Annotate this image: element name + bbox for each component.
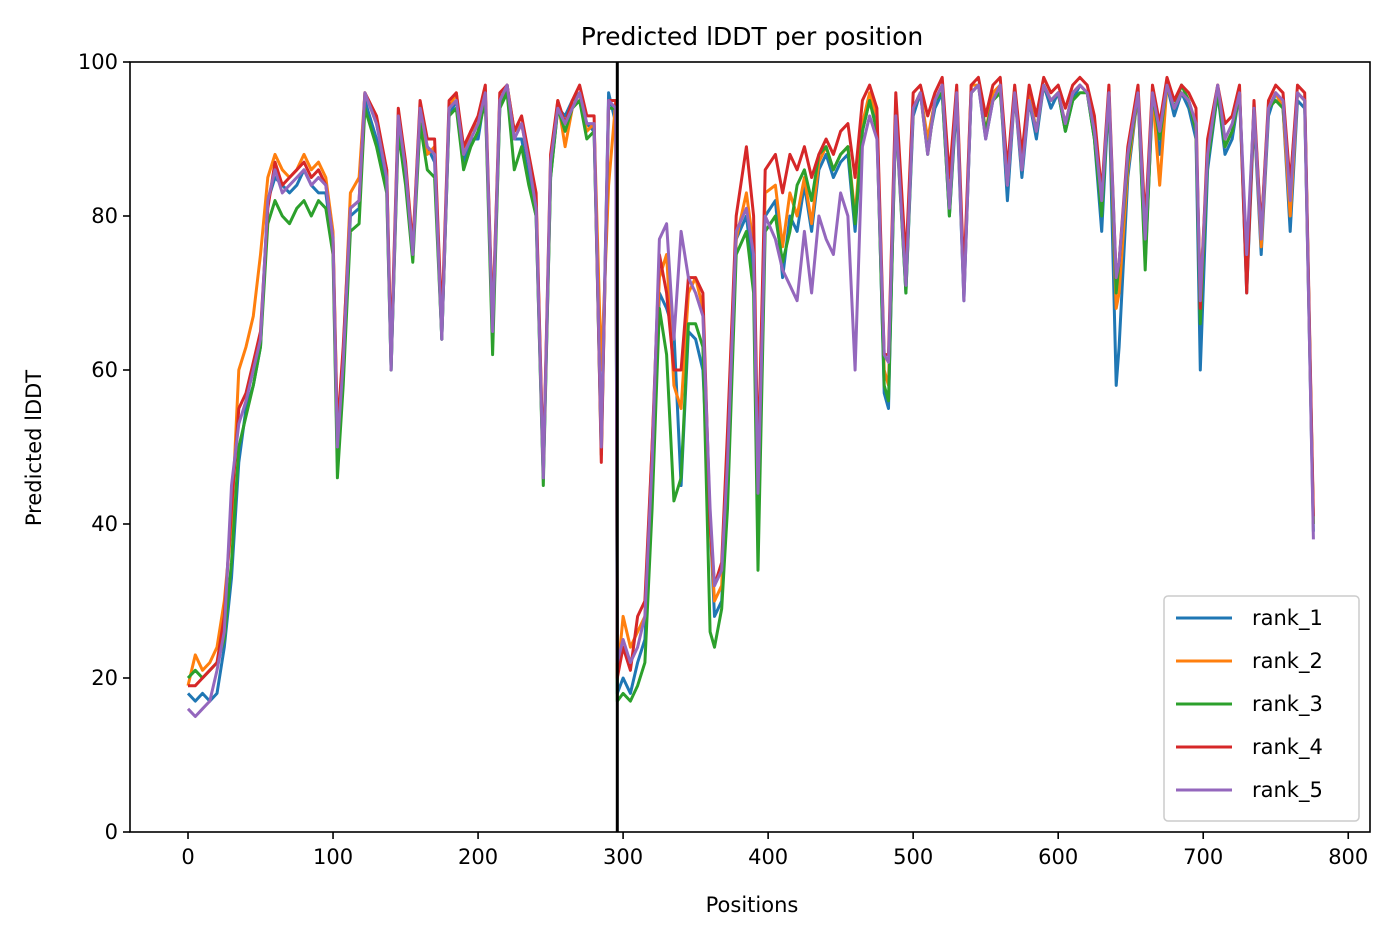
y-tick-label: 100 (78, 50, 118, 74)
x-tick-label: 0 (181, 845, 194, 869)
y-axis-title: Predicted lDDT (22, 370, 46, 526)
plot-frame (129, 61, 1371, 833)
x-tick-label: 800 (1328, 845, 1368, 869)
x-tick-label: 500 (893, 845, 933, 869)
y-tick-label: 80 (91, 204, 118, 228)
y-tick-label: 60 (91, 358, 118, 382)
x-tick-label: 200 (458, 845, 498, 869)
y-tick-label: 0 (105, 820, 118, 844)
y-tick-label: 40 (91, 512, 118, 536)
legend-label-rank_5: rank_5 (1252, 778, 1323, 803)
legend: rank_1 rank_2 rank_3 rank_4 rank_5 (1163, 595, 1360, 822)
legend-box (1163, 595, 1360, 822)
y-tick-label: 20 (91, 666, 118, 690)
plot-area (129, 61, 1371, 833)
axis-ticks: 0 100 200 300 400 500 600 700 800 0 20 40 60 80 100 (78, 50, 1368, 869)
x-tick-label: 400 (748, 845, 788, 869)
x-tick-label: 300 (603, 845, 643, 869)
legend-label-rank_2: rank_2 (1252, 649, 1323, 674)
x-axis-title: Positions (706, 893, 799, 917)
legend-label-rank_3: rank_3 (1252, 692, 1323, 717)
x-tick-label: 700 (1183, 845, 1223, 869)
x-tick-label: 100 (313, 845, 353, 869)
legend-label-rank_1: rank_1 (1252, 606, 1323, 631)
chart-title: Predicted lDDT per position (581, 22, 923, 51)
x-tick-label: 600 (1038, 845, 1078, 869)
legend-label-rank_4: rank_4 (1252, 735, 1323, 760)
series-line-rank_5 (186, 83, 1315, 718)
